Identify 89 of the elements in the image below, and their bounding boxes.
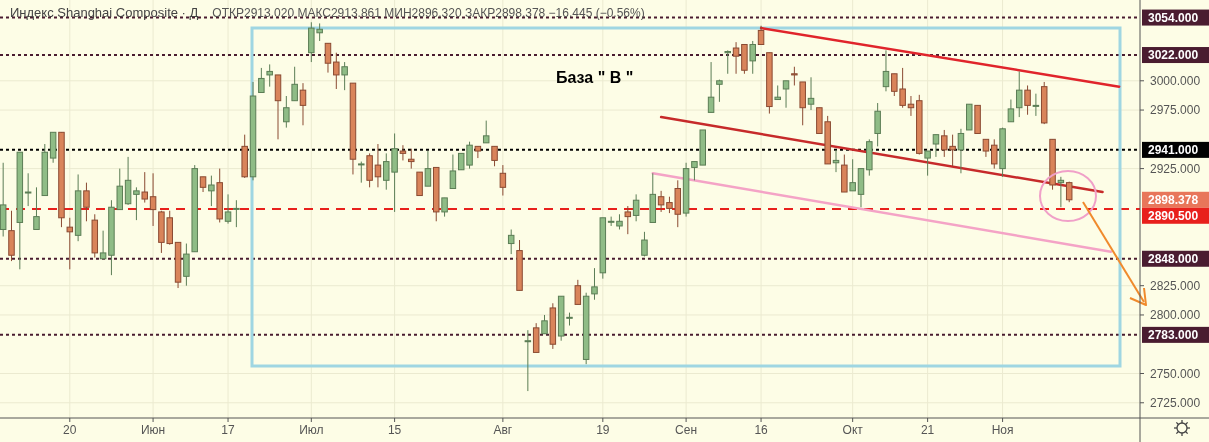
chart-title: Индекс Shanghai Composite · Д [10, 5, 199, 20]
candlestick [324, 42, 332, 74]
candlestick [291, 66, 298, 102]
ref-line-label: 2783.000 [1148, 328, 1199, 343]
candlestick [707, 61, 715, 113]
candlestick [449, 154, 457, 190]
candlestick [399, 144, 407, 161]
y-tick-label: 2925.000 [1150, 161, 1201, 176]
candlestick [724, 49, 731, 75]
y-tick-label: 2975.000 [1150, 103, 1201, 118]
candlestick [416, 171, 423, 197]
candlestick [882, 49, 890, 92]
x-tick-label: 17 [221, 423, 236, 437]
x-tick-label: Окт [842, 423, 864, 437]
candlestick [183, 243, 190, 287]
candlestick [1015, 70, 1023, 118]
candlestick [957, 128, 965, 174]
candlestick [66, 217, 74, 270]
candlestick [208, 175, 215, 207]
candlestick [541, 314, 548, 335]
candlestick [807, 76, 815, 111]
candlestick [932, 134, 940, 158]
y-tick-label: 2750.000 [1150, 366, 1201, 381]
ref-line-label: 3022.000 [1148, 48, 1199, 63]
candlestick [24, 172, 32, 207]
candlestick [408, 148, 415, 170]
text: ОТКР2913.020 МАКС2913.861 МИН2896.320 ЗАКР2898.378 −16.445 (−0.56%) [212, 6, 645, 20]
y-tick-label: 2725.000 [1150, 395, 1201, 410]
candlestick [358, 161, 365, 184]
candlestick [749, 40, 756, 75]
candlestick [732, 41, 740, 75]
y-tick-label: 2825.000 [1150, 278, 1201, 293]
candlestick [333, 52, 340, 90]
ref-line-label: 2848.000 [1148, 251, 1199, 266]
candlestick [441, 197, 448, 218]
y-tick-label: 2800.000 [1150, 308, 1201, 323]
candlestick [491, 145, 498, 167]
candlestick [258, 67, 265, 93]
x-tick-label: Июн [140, 423, 166, 437]
candlestick [1024, 84, 1031, 116]
candlestick [632, 193, 640, 222]
candlestick [374, 143, 382, 188]
candlestick [641, 231, 648, 257]
candlestick [624, 205, 632, 235]
ref-line-label: 3054.000 [1148, 10, 1199, 25]
candlestick [474, 145, 482, 159]
candlestick [124, 156, 132, 206]
candlestick [224, 193, 232, 225]
annotation: База " В " [556, 69, 634, 86]
candlestick [591, 267, 598, 301]
candlestick [849, 158, 856, 192]
candlestick [33, 186, 40, 230]
candlestick [924, 150, 931, 177]
candlestick [757, 25, 765, 45]
candlestick [507, 228, 515, 255]
candlestick [499, 164, 507, 197]
y-tick-label: 3000.000 [1150, 73, 1201, 88]
candlestick [233, 199, 240, 228]
candlestick [874, 102, 881, 147]
candlestick [141, 171, 148, 204]
x-tick-label: 16 [754, 423, 769, 437]
candlestick [283, 95, 290, 129]
candlestick [83, 182, 90, 222]
x-tick-label: 15 [387, 423, 402, 437]
text: 2898.378 [1148, 192, 1199, 207]
candlestick [1057, 176, 1065, 208]
x-tick-label: 19 [596, 423, 610, 437]
x-tick-label: Ноя [991, 423, 1014, 437]
x-tick-label: Авг [493, 423, 513, 437]
candlestick [299, 82, 307, 126]
candlestick [341, 61, 348, 91]
candlestick [482, 120, 490, 144]
x-tick-label: 21 [920, 423, 935, 437]
candlestick [149, 172, 157, 227]
candlestick [791, 66, 798, 86]
x-tick-label: Сен [675, 423, 698, 437]
candlestick [1007, 99, 1015, 123]
candlestick [991, 138, 998, 170]
candlestick [782, 80, 790, 109]
candlestick [424, 150, 432, 187]
candlestick [574, 279, 582, 305]
ref-line-label: 2941.000 [1148, 143, 1199, 158]
candlestick [266, 63, 273, 88]
x-tick-label: 20 [63, 423, 77, 437]
ref-line-label: 2890.500 [1148, 208, 1199, 223]
candlestick [524, 329, 532, 392]
candlestick [133, 186, 140, 221]
x-tick-label: Июл [299, 423, 324, 437]
candlestick [1032, 93, 1040, 117]
